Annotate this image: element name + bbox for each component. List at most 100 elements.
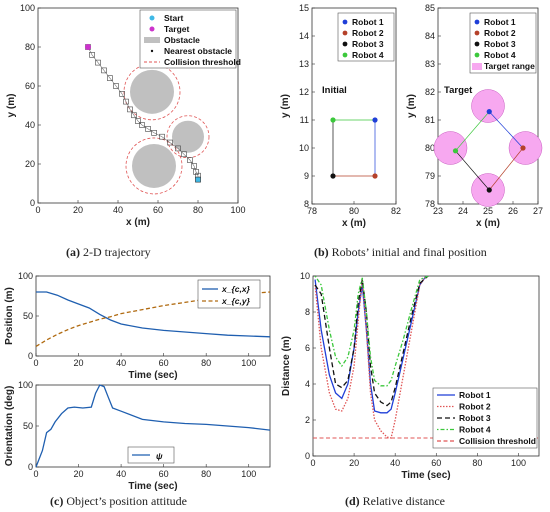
- chart-c-position-xtick-label: 20: [74, 358, 84, 368]
- chart-b-target-legend-swatch: [474, 30, 480, 36]
- caption-d: (d) Relative distance: [345, 494, 445, 508]
- chart-a-trajectory-point: [119, 91, 125, 97]
- chart-b-initial-xtick-label: 80: [349, 206, 359, 216]
- chart-a-ytick-label: 60: [25, 81, 35, 91]
- chart-c-position-series-line: [36, 291, 271, 338]
- chart-c-position-legend-label: x_{c,x}: [221, 284, 251, 294]
- chart-a-collision-threshold: [125, 137, 183, 195]
- chart-a-legend-swatch: [144, 37, 160, 43]
- chart-b-initial-legend-swatch: [342, 41, 348, 47]
- chart-b-target-xtick-label: 26: [508, 206, 518, 216]
- chart-c-position: 0 20 40 60 80 100 0 50 100 Time (sec) Position (m)…: [4, 271, 271, 381]
- chart-b-target-range: [471, 89, 505, 123]
- chart-b-target-ytick-label: 82: [425, 87, 435, 97]
- chart-c-orientation-legend-box: [127, 446, 175, 464]
- chart-d-distance-xtick-label: 80: [472, 458, 482, 468]
- chart-a-obstacle: [130, 69, 174, 114]
- chart-a-xtick-label: 0: [35, 205, 40, 215]
- chart-a-obstacle: [172, 120, 204, 153]
- chart-a-trajectory-point: [181, 151, 187, 158]
- chart-c-orientation-legend: ψ: [127, 446, 175, 464]
- caption-c: (c) Object’s position attitude: [50, 494, 187, 508]
- chart-b-initial-ytick-label: 12: [299, 87, 309, 97]
- chart-a-ytick-label: 0: [30, 198, 35, 208]
- chart-a-obstacle: [132, 143, 176, 188]
- chart-b-initial-ytick-label: 10: [299, 143, 309, 153]
- chart-d-distance-ytick-label: 6: [305, 343, 310, 353]
- chart-b-initial-ytick-label: 11: [300, 115, 309, 125]
- chart-a-legend-label: Obstacle: [164, 35, 200, 45]
- chart-b-target-ytick-label: 80: [425, 143, 435, 153]
- chart-b-initial-legend-label: Robot 3: [352, 39, 384, 49]
- chart-c-position-ytick-label: 50: [23, 311, 33, 321]
- chart-b-target-legend-swatch: [474, 19, 480, 25]
- chart-c-orientation-xtick-label: 80: [201, 469, 211, 479]
- chart-c-orientation-ytick-label: 50: [23, 421, 33, 431]
- chart-b-initial-point: [372, 173, 378, 179]
- chart-a-legend-label: Nearest obstacle: [164, 46, 232, 56]
- chart-b-target-edge: [455, 111, 490, 152]
- chart-a-trajectory-point: [145, 126, 151, 132]
- chart-a-trajectory-point: [107, 75, 113, 81]
- chart-a-target-point: [195, 176, 201, 183]
- chart-a-trajectory-point: [127, 106, 133, 113]
- chart-a-trajectory-point: [175, 145, 181, 152]
- chart-a-trajectory: 0 20 40 60 80 100 0 20 40 60 80 100 x (m) y (m) StartT…: [6, 3, 246, 228]
- chart-a-ytick-label: 40: [25, 120, 35, 130]
- chart-d-legend-label: Robot 3: [459, 413, 491, 423]
- chart-a-x-axis-label: x (m): [126, 217, 150, 228]
- chart-a-legend-swatch: [149, 26, 155, 32]
- chart-a-trajectory-point: [193, 169, 199, 175]
- chart-a-ytick-label: 20: [25, 159, 35, 169]
- chart-a-legend-label: Target: [164, 24, 190, 34]
- chart-d-legend-label: Collision threshold: [459, 436, 536, 446]
- chart-a-trajectory-point: [167, 139, 173, 146]
- chart-a-xtick-label: 20: [73, 205, 83, 215]
- chart-c-position-legend-box: [197, 279, 261, 309]
- chart-b-target-legend-swatch: [474, 41, 480, 47]
- chart-b-target-edge: [488, 147, 524, 191]
- chart-a-trajectory-point: [89, 51, 95, 58]
- chart-b-initial-legend-swatch: [342, 19, 348, 25]
- chart-b-target-point: [486, 187, 492, 193]
- chart-b-initial-ytick-label: 14: [299, 31, 309, 41]
- chart-d-series-line: [314, 276, 429, 387]
- chart-b-target-ytick-label: 81: [425, 115, 435, 125]
- chart-d-legend-label: Robot 4: [459, 425, 491, 435]
- chart-b-target-edge: [455, 150, 490, 191]
- chart-b-target-annotation: Target: [444, 85, 473, 96]
- chart-a-xtick-label: 100: [230, 205, 245, 215]
- chart-b-target-legend-label: Target range: [484, 61, 535, 71]
- chart-b-target-ytick-label: 85: [425, 3, 435, 13]
- chart-b-target: 23 24 25 26 27 78 79 80 81 82 83 84 85 x (m) y (m) Targ…: [406, 3, 543, 229]
- chart-c-position-xtick-label: 0: [33, 358, 38, 368]
- chart-b-initial-legend-box: [337, 12, 395, 62]
- chart-d-distance-xtick-label: 40: [390, 458, 400, 468]
- chart-b-target-y-axis-label: y (m): [406, 94, 417, 118]
- chart-c-orientation-series-line: [35, 384, 271, 468]
- chart-a-y-axis-label: y (m): [6, 94, 17, 118]
- chart-d-distance-ytick-label: 2: [305, 415, 310, 425]
- chart-a-trajectory-point: [95, 59, 101, 66]
- chart-c-orientation-xtick-label: 100: [241, 469, 256, 479]
- chart-c-orientation-x-axis-label: Time (sec): [128, 481, 177, 492]
- chart-d-legend-label: Robot 1: [459, 390, 491, 400]
- chart-c-orientation-y-axis-label: Orientation (deg): [4, 386, 15, 467]
- chart-b-initial-legend-swatch: [342, 52, 348, 58]
- chart-b-target-legend-label: Robot 1: [484, 17, 516, 27]
- chart-b-target-ytick-label: 79: [425, 171, 435, 181]
- chart-b-target-ytick-label: 83: [425, 59, 435, 69]
- chart-d-distance-ytick-label: 8: [305, 307, 310, 317]
- chart-b-target-xtick-label: 24: [458, 206, 468, 216]
- chart-a-ytick-label: 80: [25, 42, 35, 52]
- chart-b-initial-point: [330, 117, 336, 123]
- chart-b-target-range: [433, 131, 468, 165]
- chart-b-initial-y-axis-label: y (m): [280, 94, 291, 118]
- chart-d-distance: 0 20 40 60 80 100 0 2 4 6 8 10 Time (sec) Distance (m…: [281, 271, 540, 481]
- chart-a-ytick-label: 100: [20, 3, 35, 13]
- chart-c-orientation-xtick-label: 0: [33, 469, 38, 479]
- chart-b-target-xtick-label: 27: [533, 206, 543, 216]
- chart-b-initial-point: [330, 173, 336, 179]
- chart-c-position-y-axis-label: Position (m): [4, 287, 15, 345]
